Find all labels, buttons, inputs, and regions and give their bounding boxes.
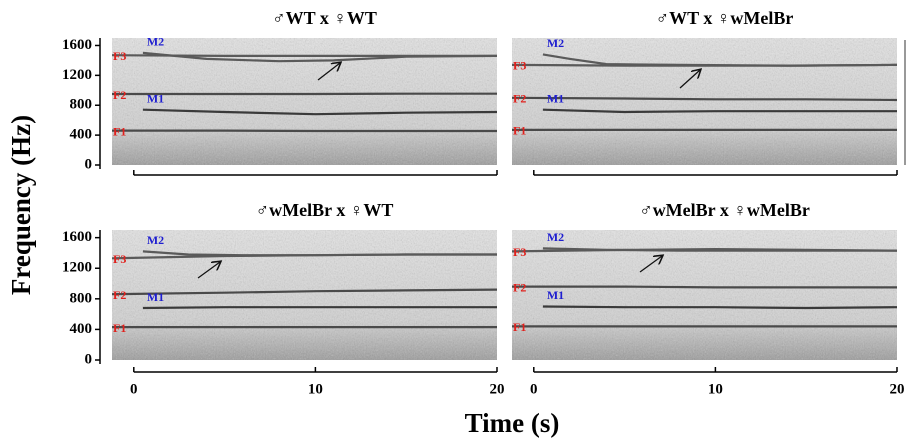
trace-label: M1 bbox=[147, 91, 164, 105]
trace-label: F2 bbox=[113, 88, 126, 102]
y-axis-label: Frequency (Hz) bbox=[6, 115, 36, 295]
trace-label: M1 bbox=[147, 290, 164, 304]
panel-title: ♂WT x ♀wMelBr bbox=[656, 8, 794, 28]
arrow bbox=[197, 262, 220, 279]
panel: ♂wMelBr x ♀wMelBr F1 F2 F3 M1 M2 0 10 20 bbox=[511, 200, 905, 397]
trace bbox=[542, 247, 897, 252]
trace bbox=[512, 285, 897, 289]
arrows bbox=[197, 63, 700, 279]
trace bbox=[142, 250, 497, 257]
trace-label: F1 bbox=[513, 320, 526, 334]
y-tick-label: 0 bbox=[85, 156, 93, 172]
trace-label: F3 bbox=[513, 59, 526, 73]
y-tick-label: 400 bbox=[70, 127, 93, 143]
x-tick-label: 0 bbox=[530, 381, 538, 397]
trace-label: M2 bbox=[147, 35, 164, 49]
panel: ♂wMelBr x ♀WT F1 F2 F3 M1 M2 0 400 800 1200 1600 0 1… bbox=[62, 200, 505, 397]
trace bbox=[111, 288, 498, 296]
trace-label: M2 bbox=[547, 36, 564, 50]
trace-label: F1 bbox=[113, 124, 126, 138]
trace bbox=[142, 306, 497, 310]
x-tick-label: 0 bbox=[130, 381, 138, 397]
trace-label: F2 bbox=[513, 280, 526, 294]
spectrogram-noise bbox=[112, 38, 497, 165]
y-tick-label: 1600 bbox=[62, 37, 92, 53]
panel-title: ♂wMelBr x ♀wMelBr bbox=[639, 200, 810, 220]
trace-label: F3 bbox=[113, 49, 126, 63]
trace-label: M2 bbox=[147, 233, 164, 247]
panel: ♂WT x ♀WT F1 F2 F3 M1 M2 0 400 800 1200 1600 bbox=[62, 8, 498, 176]
trace-label: F3 bbox=[113, 252, 126, 266]
spectrogram-noise bbox=[112, 230, 497, 360]
arrow bbox=[317, 63, 340, 81]
panel-title: ♂wMelBr x ♀WT bbox=[256, 200, 394, 220]
y-tick-label: 800 bbox=[70, 290, 93, 306]
trace bbox=[511, 96, 898, 102]
trace-label: F1 bbox=[113, 321, 126, 335]
y-tick-label: 1200 bbox=[62, 260, 92, 276]
x-tick-label: 20 bbox=[490, 381, 505, 397]
x-axis-label: Time (s) bbox=[465, 408, 560, 438]
trace-label: F1 bbox=[513, 124, 526, 138]
trace-label: F2 bbox=[513, 92, 526, 106]
x-tick-label: 10 bbox=[708, 381, 723, 397]
trace bbox=[542, 305, 898, 310]
trace-label: M2 bbox=[547, 230, 564, 244]
y-tick-label: 800 bbox=[70, 97, 93, 113]
trace-label: F3 bbox=[513, 245, 526, 259]
trace bbox=[542, 108, 897, 114]
trace bbox=[542, 53, 898, 67]
trace bbox=[142, 108, 498, 116]
x-tick-label: 10 bbox=[308, 381, 323, 397]
y-tick-label: 400 bbox=[70, 321, 93, 337]
y-tick-label: 1200 bbox=[62, 67, 92, 83]
trace bbox=[142, 51, 498, 63]
x-tick-label: 20 bbox=[890, 381, 905, 397]
arrow bbox=[639, 256, 662, 273]
trace-label: F2 bbox=[113, 288, 126, 302]
arrow bbox=[679, 70, 700, 89]
y-tick-label: 0 bbox=[85, 351, 93, 367]
panel: ♂WT x ♀wMelBr F1 F2 F3 M1 M2 bbox=[511, 8, 898, 176]
y-tick-label: 1600 bbox=[62, 229, 92, 245]
trace-label: M1 bbox=[547, 288, 564, 302]
trace-label: M1 bbox=[547, 91, 564, 105]
spectrogram-noise bbox=[512, 38, 897, 165]
panel-title: ♂WT x ♀WT bbox=[272, 8, 377, 28]
